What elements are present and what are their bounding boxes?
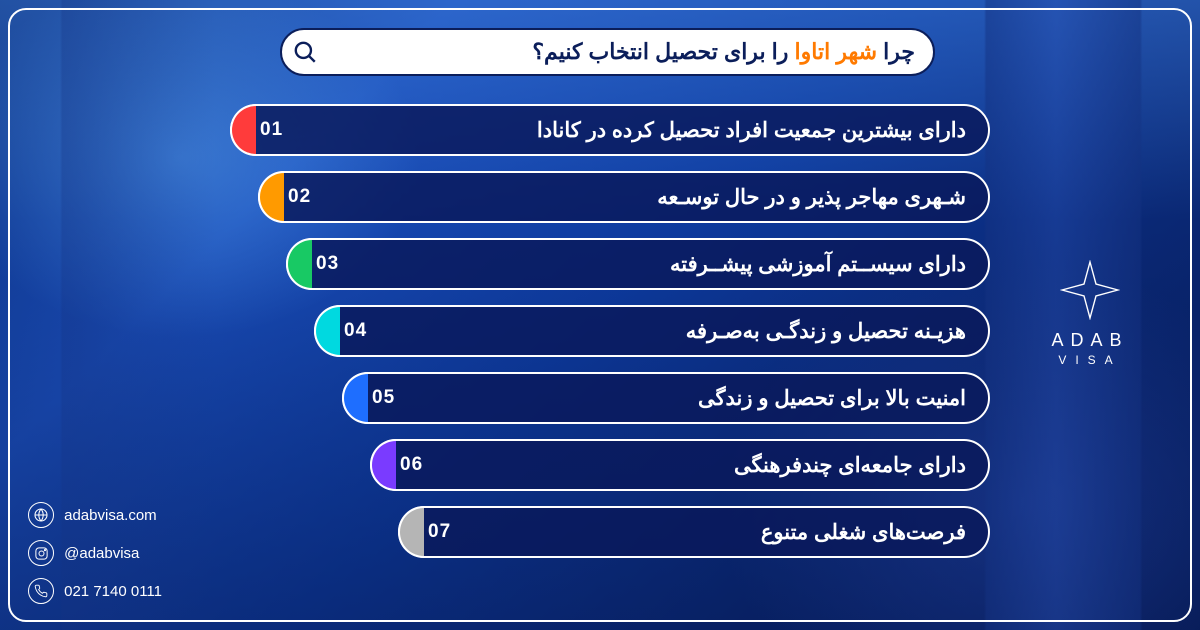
brand-name: ADAB [1010,330,1170,351]
contact-phone: 021 7140 0111 [28,578,162,604]
item-text: دارای بیشترین جمعیت افراد تحصیل کرده در … [296,118,966,143]
contact-website: adabvisa.com [28,502,162,528]
item-text: فرصت‌های شغلی متنوع [464,520,966,545]
title-searchbar: چرا شهر اتاوا را برای تحصیل انتخاب کنیم؟ [280,28,935,76]
item-text: امنیت بالا برای تحصیل و زندگی [408,386,966,411]
instagram-icon [28,540,54,566]
item-text: دارای جامعه‌ای چندفرهنگی [436,453,966,478]
brand-logo: ADAB VISA [1010,260,1170,367]
list-item: 05 امنیت بالا برای تحصیل و زندگی [342,372,990,424]
accent-bar [258,171,284,223]
contacts: adabvisa.com @adabvisa 021 7140 0111 [28,502,162,604]
item-text: دارای سیســتم آموزشی پیشــرفته [352,252,966,277]
accent-bar [398,506,424,558]
item-number: 01 [260,119,283,141]
list-item: 04 هزیـنه تحصیل و زندگـی به‌صـرفه [314,305,990,357]
globe-icon [28,502,54,528]
list-item: 07 فرصت‌های شغلی متنوع [398,506,990,558]
accent-bar [342,372,368,424]
title-text: چرا شهر اتاوا را برای تحصیل انتخاب کنیم؟ [320,39,919,65]
brand-sub: VISA [1010,353,1170,367]
title-post: را برای تحصیل انتخاب کنیم؟ [532,39,794,64]
accent-bar [370,439,396,491]
item-text: هزیـنه تحصیل و زندگـی به‌صـرفه [380,319,966,344]
item-number: 06 [400,454,423,476]
search-icon [290,37,320,67]
item-text: شـهری مهاجر پذیر و در حال توسـعه [324,185,966,210]
accent-bar [314,305,340,357]
phone-text: 021 7140 0111 [64,583,162,600]
item-number: 02 [288,186,311,208]
title-highlight: شهر اتاوا [795,39,878,64]
item-number: 05 [372,387,395,409]
website-text: adabvisa.com [64,507,157,524]
item-number: 07 [428,521,451,543]
contact-instagram: @adabvisa [28,540,162,566]
item-number: 03 [316,253,339,275]
accent-bar [286,238,312,290]
list-item: 03 دارای سیســتم آموزشی پیشــرفته [286,238,990,290]
accent-bar [230,104,256,156]
title-pre: چرا [877,39,915,64]
item-number: 04 [344,320,367,342]
list-item: 02 شـهری مهاجر پذیر و در حال توسـعه [258,171,990,223]
list-item: 01 دارای بیشترین جمعیت افراد تحصیل کرده د… [230,104,990,156]
star-icon [1060,260,1120,320]
phone-icon [28,578,54,604]
list-item: 06 دارای جامعه‌ای چندفرهنگی [370,439,990,491]
reasons-list: 01 دارای بیشترین جمعیت افراد تحصیل کرده د… [230,104,990,558]
instagram-text: @adabvisa [64,545,139,562]
